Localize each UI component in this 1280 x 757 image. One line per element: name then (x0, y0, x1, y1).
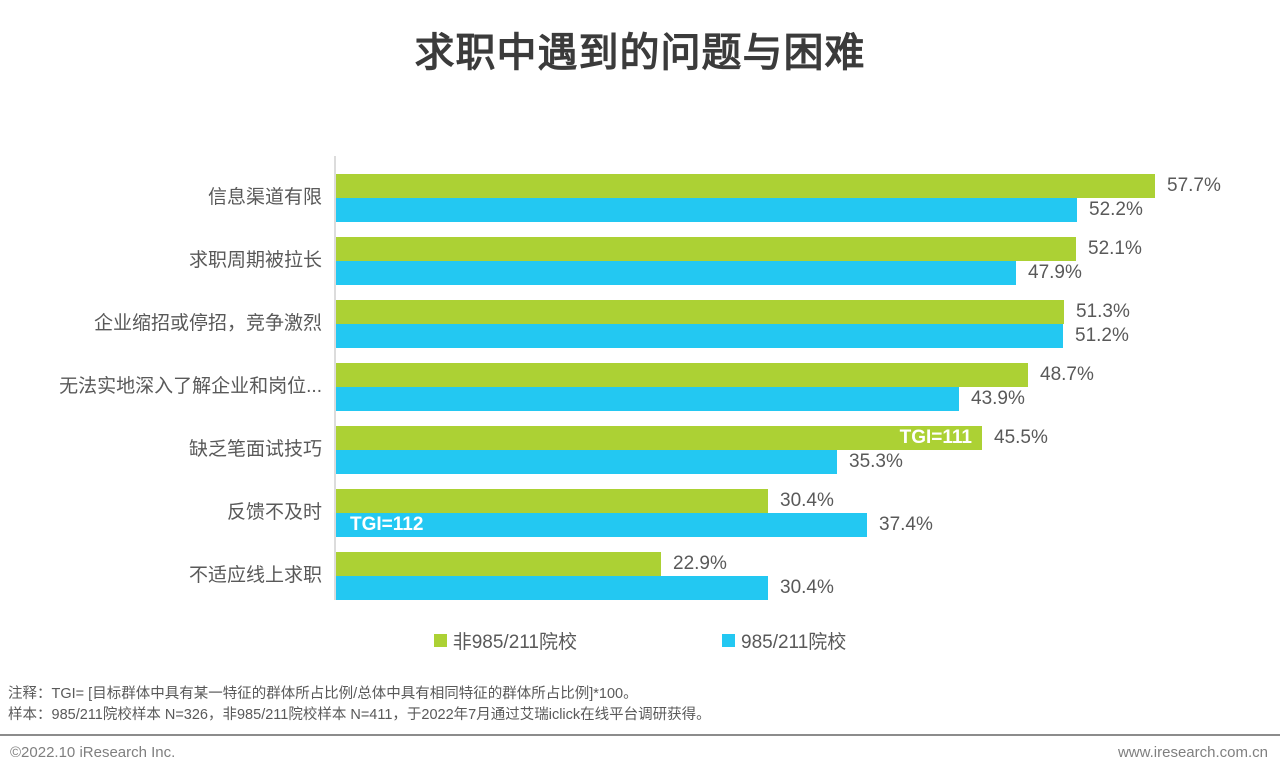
tgi-annotation: TGI=112 (350, 514, 424, 535)
value-label: 35.3% (849, 451, 903, 472)
category-label: 无法实地深入了解企业和岗位... (59, 376, 322, 398)
y-axis-line (334, 156, 336, 600)
category-label: 信息渠道有限 (207, 187, 322, 209)
chart-title: 求职中遇到的问题与困难 (414, 31, 866, 75)
bar-985-211 (336, 324, 1063, 348)
value-label: 30.4% (780, 577, 834, 598)
chart-rows: 信息渠道有限 57.7% 52.2% 求职周期被拉长 52.1% 47.9% 企业缩招或停招… (0, 174, 1280, 600)
category-label: 反馈不及时 (226, 502, 322, 524)
legend-label: 非985/211院校 (452, 632, 577, 653)
value-label: 22.9% (673, 553, 727, 574)
bar-non-985-211 (336, 552, 661, 576)
bar-line: 51.2% (336, 324, 1280, 348)
category-label: 企业缩招或停招，竞争激烈 (93, 313, 322, 335)
bar-985-211 (336, 261, 1016, 285)
chart-row: 不适应线上求职 22.9% 30.4% (0, 552, 1280, 600)
bar-line: 22.9% (336, 552, 1280, 576)
value-label: 45.5% (994, 427, 1048, 448)
chart-row: 信息渠道有限 57.7% 52.2% (0, 174, 1280, 222)
footer-copyright: ©2022.10 iResearch Inc. (10, 744, 176, 757)
footer-website-link[interactable]: www.iresearch.com.cn (1117, 744, 1268, 757)
value-label: 37.4% (879, 514, 933, 535)
category-label: 求职周期被拉长 (188, 250, 322, 272)
legend-swatch-icon (433, 634, 447, 647)
bar-group: 52.1% 47.9% (336, 237, 1280, 285)
legend-item: 985/211院校 (722, 627, 846, 654)
bar-line: 48.7% (336, 363, 1280, 387)
footnote-sample: 样本：985/211院校样本 N=326，非985/211院校样本 N=411，… (8, 707, 711, 723)
bar-line: 35.3% (336, 450, 1280, 474)
chart-row: 无法实地深入了解企业和岗位... 48.7% 43.9% (0, 363, 1280, 411)
bar-line: TGI=112 37.4% (336, 513, 1280, 537)
bar-line: 52.2% (336, 198, 1280, 222)
bar-line: 43.9% (336, 387, 1280, 411)
category-label: 不适应线上求职 (188, 565, 322, 587)
footer-divider (0, 734, 1280, 736)
bar-985-211 (336, 198, 1077, 222)
bar-line: TGI=111 45.5% (336, 426, 1280, 450)
bar-group: 51.3% 51.2% (336, 300, 1280, 348)
bar-non-985-211 (336, 300, 1064, 324)
bar-non-985-211 (336, 237, 1076, 261)
bar-group: 48.7% 43.9% (336, 363, 1280, 411)
bar-line: 47.9% (336, 261, 1280, 285)
chart-row: 求职周期被拉长 52.1% 47.9% (0, 237, 1280, 285)
value-label: 47.9% (1028, 262, 1082, 283)
legend-item: 非985/211院校 (433, 627, 577, 654)
value-label: 43.9% (971, 388, 1025, 409)
bar-non-985-211 (336, 363, 1028, 387)
bar-line: 51.3% (336, 300, 1280, 324)
legend: 非985/211院校 985/211院校 (0, 627, 1280, 654)
bar-line: 57.7% (336, 174, 1280, 198)
chart-row: 企业缩招或停招，竞争激烈 51.3% 51.2% (0, 300, 1280, 348)
bar-985-211 (336, 387, 959, 411)
value-label: 51.2% (1075, 325, 1129, 346)
chart-row: 反馈不及时 30.4% TGI=112 37.4% (0, 489, 1280, 537)
bar-non-985-211 (336, 174, 1155, 198)
chart-row: 缺乏笔面试技巧 TGI=111 45.5% 35.3% (0, 426, 1280, 474)
value-label: 52.2% (1089, 199, 1143, 220)
legend-swatch-icon (722, 634, 735, 647)
bar-985-211 (336, 576, 768, 600)
footnotes: 注释：TGI= [目标群体中具有某一特征的群体所占比例/总体中具有相同特征的群体… (8, 684, 1280, 726)
bar-line: 30.4% (336, 489, 1280, 513)
bar-line: 52.1% (336, 237, 1280, 261)
bar-group: 57.7% 52.2% (336, 174, 1280, 222)
bar-line: 30.4% (336, 576, 1280, 600)
bar-chart: 信息渠道有限 57.7% 52.2% 求职周期被拉长 52.1% 47.9% 企业缩招或停招… (0, 156, 1280, 600)
bar-group: 30.4% TGI=112 37.4% (336, 489, 1280, 537)
legend-label: 985/211院校 (741, 632, 847, 653)
footer: ©2022.10 iResearch Inc. www.iresearch.co… (0, 736, 1280, 757)
value-label: 52.1% (1088, 238, 1142, 259)
bar-group: TGI=111 45.5% 35.3% (336, 426, 1280, 474)
bar-985-211 (336, 450, 837, 474)
value-label: 51.3% (1076, 301, 1130, 322)
value-label: 30.4% (780, 490, 834, 511)
bar-non-985-211: TGI=111 (336, 426, 982, 450)
value-label: 57.7% (1167, 175, 1221, 196)
bar-non-985-211 (336, 489, 768, 513)
bar-985-211: TGI=112 (336, 513, 867, 537)
value-label: 48.7% (1040, 364, 1094, 385)
category-label: 缺乏笔面试技巧 (188, 439, 322, 461)
bar-group: 22.9% 30.4% (336, 552, 1280, 600)
tgi-annotation: TGI=111 (899, 427, 972, 448)
footnote-tgi: 注释：TGI= [目标群体中具有某一特征的群体所占比例/总体中具有相同特征的群体… (8, 686, 638, 702)
